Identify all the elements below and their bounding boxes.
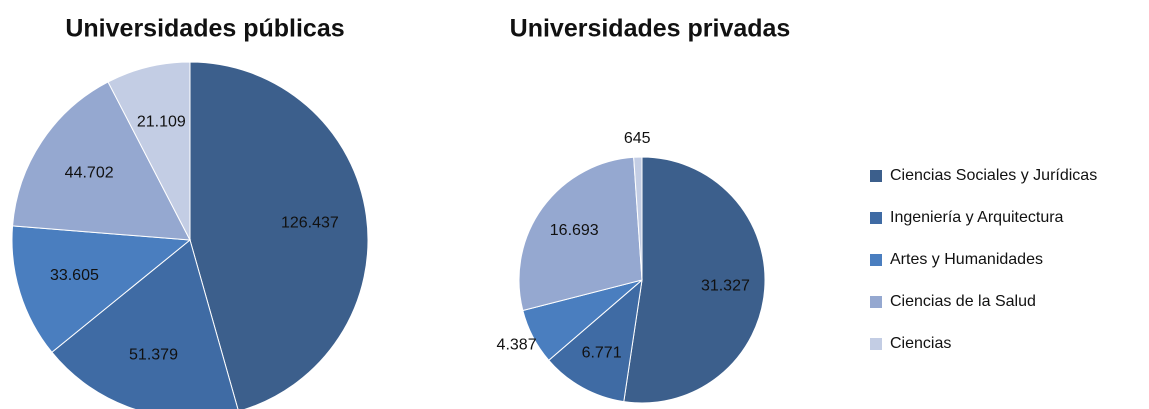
- pie-slice: [189, 61, 369, 409]
- data-label: 126.437: [281, 215, 339, 232]
- data-label: 4.387: [497, 337, 537, 354]
- data-label: 6.771: [582, 344, 622, 361]
- data-label: 16.693: [550, 222, 599, 239]
- legend-label: Ciencias: [890, 335, 951, 352]
- pie-slice: [12, 81, 191, 241]
- pie-slice: [548, 278, 643, 403]
- data-label: 33.605: [50, 267, 99, 284]
- legend-label: Artes y Humanidades: [890, 251, 1043, 268]
- pie-slice: [11, 225, 192, 353]
- data-label: 51.379: [129, 347, 178, 364]
- legend-swatch: [870, 212, 882, 224]
- data-label: 645: [624, 130, 651, 147]
- chart-title: Universidades públicas: [65, 15, 344, 43]
- legend-swatch: [870, 170, 882, 182]
- data-label: 31.327: [701, 277, 750, 294]
- pie-slice: [518, 156, 643, 312]
- chart-title: Universidades privadas: [510, 15, 791, 43]
- data-label: 21.109: [137, 114, 186, 131]
- legend-label: Ciencias de la Salud: [890, 293, 1036, 310]
- legend-label: Ingeniería y Arquitectura: [890, 209, 1064, 226]
- pie-slice: [107, 61, 191, 241]
- pie-slice: [51, 239, 239, 409]
- legend-label: Ciencias Sociales y Jurídicas: [890, 167, 1097, 184]
- pie-slice: [623, 156, 766, 404]
- data-label: 44.702: [65, 164, 114, 181]
- legend-swatch: [870, 296, 882, 308]
- legend-swatch: [870, 338, 882, 350]
- pie-slice: [633, 156, 643, 281]
- legend-swatch: [870, 254, 882, 266]
